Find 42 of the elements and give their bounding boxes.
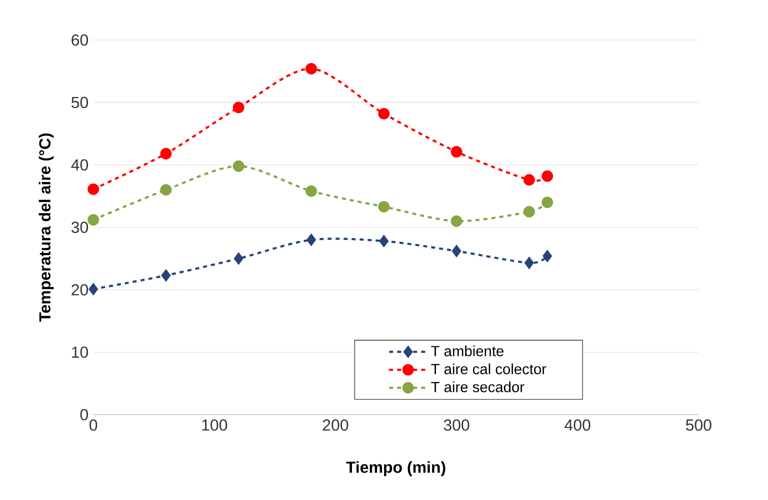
y-tick-label: 30	[71, 222, 88, 233]
x-tick-label: 300	[444, 419, 470, 431]
y-tick-label: 20	[72, 284, 88, 296]
point	[378, 200, 390, 212]
point	[306, 185, 317, 197]
y-tick-label: 0	[80, 408, 88, 420]
point	[88, 184, 100, 195]
point	[88, 214, 100, 226]
x-tick-label: 200	[322, 419, 348, 431]
point	[523, 174, 535, 186]
point	[306, 62, 317, 74]
y-tick-label: 50	[71, 96, 88, 108]
point	[542, 170, 554, 182]
legend-label: T aire secador	[431, 381, 524, 392]
y-tick-label: 60	[72, 34, 88, 46]
point	[542, 196, 554, 208]
point	[450, 215, 462, 227]
x-tick-label: 100	[202, 419, 228, 431]
point	[378, 108, 390, 120]
point	[542, 250, 552, 262]
point	[234, 252, 244, 264]
x-tick-label: 500	[686, 419, 712, 431]
y-tick-label: 40	[71, 159, 88, 171]
point	[524, 257, 534, 269]
point	[232, 160, 244, 172]
x-tick-label: 0	[90, 419, 98, 431]
point	[450, 146, 462, 158]
legend-label: T ambiente	[431, 346, 504, 356]
x-tick-label: 400	[564, 419, 590, 431]
point	[88, 283, 98, 295]
point	[306, 234, 316, 246]
point	[452, 245, 462, 257]
point	[232, 102, 244, 114]
point	[161, 270, 171, 282]
x-axis-title: Tiempo (min)	[346, 461, 446, 476]
point	[379, 235, 388, 247]
point	[160, 148, 172, 160]
y-axis-title: Temperatura del aire (°C)	[38, 134, 54, 322]
point	[523, 206, 535, 218]
point	[160, 184, 172, 196]
legend-label: T aire cal colector	[431, 363, 546, 374]
y-tick-label: 10	[72, 346, 88, 358]
